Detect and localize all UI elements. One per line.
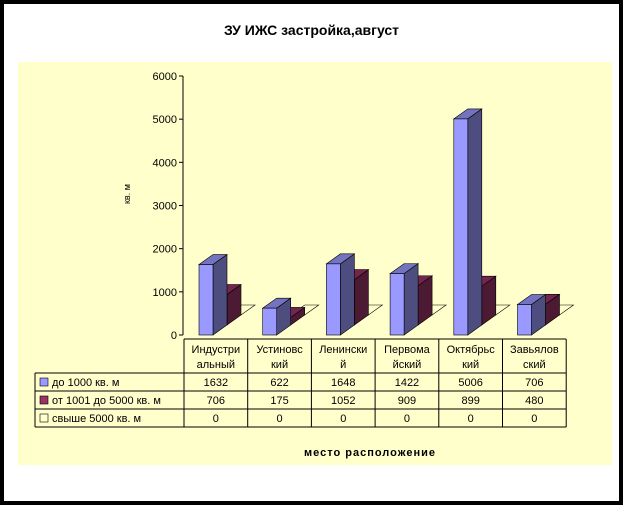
y-tick-label: 2000 <box>153 244 177 256</box>
x-axis-label: место расположение <box>304 447 437 459</box>
data-label: 175 <box>270 395 288 407</box>
chart-title: ЗУ ИЖС застройка,август <box>223 22 400 38</box>
bar-series-1 <box>326 263 341 336</box>
y-tick-label: 4000 <box>153 157 177 169</box>
data-label: 706 <box>207 395 225 407</box>
data-label: 706 <box>525 377 543 389</box>
bar-series-1 <box>198 264 214 336</box>
data-label: 5006 <box>458 377 482 389</box>
category-label: Индустри <box>192 344 241 356</box>
bar-side-1 <box>467 108 483 336</box>
bar-series-1 <box>517 304 532 336</box>
bar-side-1 <box>340 253 355 336</box>
data-label: 622 <box>270 377 288 389</box>
bar-series-1 <box>453 118 469 336</box>
chart-frame: ЗУ ИЖС застройка,август кв. м место расп… <box>4 4 619 501</box>
data-label: 0 <box>213 413 219 425</box>
series-name: до 1000 кв. м <box>52 377 119 389</box>
category-label: ский <box>523 359 546 371</box>
y-tick-label: 1000 <box>153 287 177 299</box>
legend-key-2 <box>39 395 49 405</box>
data-label: 1422 <box>395 377 419 389</box>
legend-key-1 <box>39 377 49 387</box>
legend-key-3 <box>39 413 49 423</box>
y-tick-label: 6000 <box>153 71 177 83</box>
bar-series-1 <box>389 273 405 336</box>
data-label: 909 <box>398 395 416 407</box>
category-label: кий <box>462 359 479 371</box>
y-tick-label: 0 <box>171 330 177 342</box>
data-label: 480 <box>525 395 543 407</box>
category-label: й <box>340 359 346 371</box>
series-name: от 1001 до 5000 кв. м <box>52 395 161 407</box>
data-label: 1632 <box>204 377 228 389</box>
data-label: 0 <box>404 413 410 425</box>
category-label: Устиновс <box>256 344 303 356</box>
data-label: 899 <box>461 395 479 407</box>
y-tick-label: 3000 <box>153 201 177 213</box>
series-name: свыше 5000 кв. м <box>52 413 141 425</box>
data-label: 1648 <box>331 377 355 389</box>
category-label: Первома <box>384 344 431 356</box>
bar-side-1 <box>403 263 419 336</box>
category-label: альный <box>197 359 235 371</box>
category-label: кий <box>271 359 288 371</box>
data-label: 0 <box>468 413 474 425</box>
data-label: 1052 <box>331 395 355 407</box>
bar-series-1 <box>262 307 278 336</box>
category-label: йский <box>393 359 422 371</box>
chart-svg: 0 1000 2000 3000 4000 5000 6000 Индустри альный У… <box>34 71 575 428</box>
category-label: Октябрьс <box>447 344 496 356</box>
y-tick-label: 5000 <box>153 114 177 126</box>
data-label: 0 <box>340 413 346 425</box>
chart-area-background <box>18 62 612 465</box>
bar-side-1 <box>212 253 228 336</box>
data-label: 0 <box>276 413 282 425</box>
category-label: Завьялов <box>510 344 559 356</box>
data-label: 0 <box>531 413 537 425</box>
category-label: Ленински <box>319 344 367 356</box>
